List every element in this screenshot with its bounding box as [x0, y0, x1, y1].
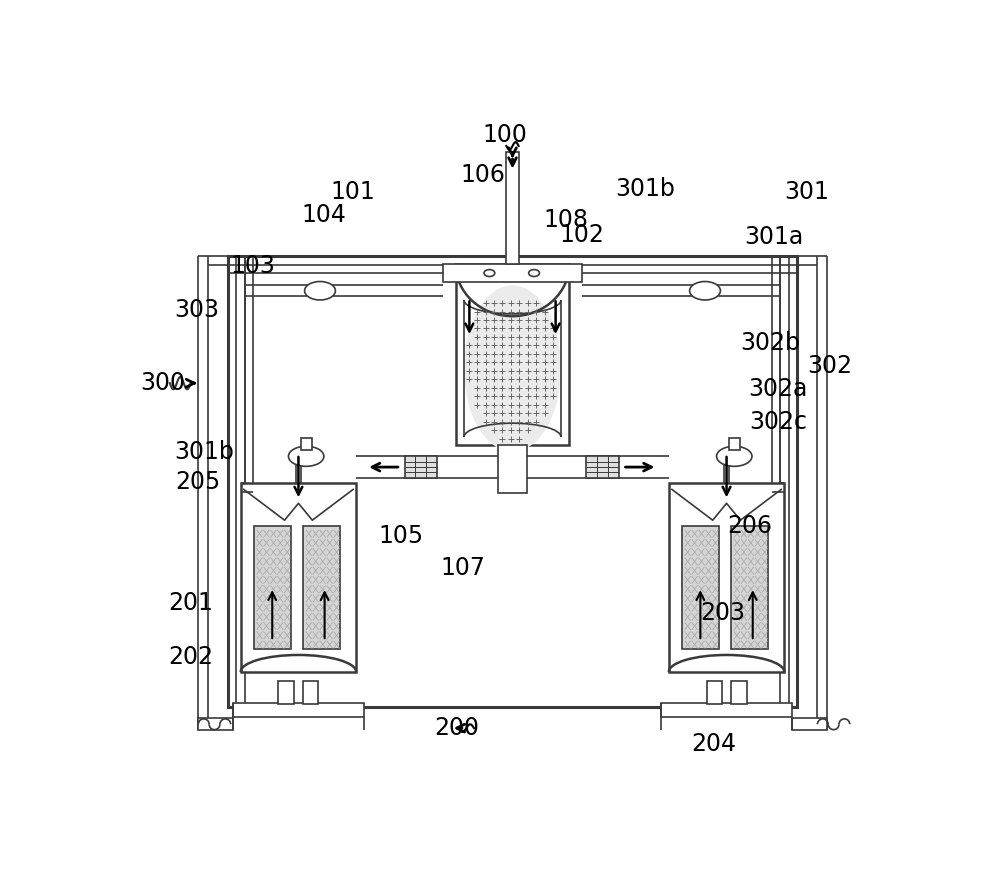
- Ellipse shape: [717, 446, 752, 466]
- Text: 303: 303: [174, 298, 219, 322]
- Bar: [303, 681, 318, 705]
- Text: 107: 107: [440, 556, 485, 580]
- Bar: [405, 457, 437, 478]
- Ellipse shape: [305, 282, 335, 300]
- Text: 108: 108: [544, 208, 589, 232]
- Bar: [278, 681, 294, 705]
- Text: 301b: 301b: [615, 177, 675, 201]
- Text: 302c: 302c: [749, 410, 807, 434]
- Text: 104: 104: [301, 203, 346, 227]
- Bar: [669, 483, 784, 672]
- Text: 203: 203: [700, 600, 745, 624]
- Bar: [254, 525, 291, 649]
- Text: 106: 106: [461, 163, 506, 187]
- Text: 301: 301: [784, 180, 829, 204]
- Bar: [729, 438, 740, 450]
- Text: 205: 205: [176, 470, 221, 494]
- Text: 206: 206: [727, 514, 772, 538]
- Text: 301a: 301a: [745, 225, 804, 249]
- Bar: [506, 152, 519, 264]
- Text: 100: 100: [482, 124, 527, 147]
- Text: 101: 101: [330, 180, 375, 204]
- Text: 202: 202: [168, 645, 213, 668]
- Text: 201: 201: [168, 591, 213, 615]
- Bar: [301, 438, 312, 450]
- Bar: [731, 525, 768, 649]
- Bar: [303, 525, 340, 649]
- Bar: [233, 703, 364, 717]
- Ellipse shape: [529, 269, 539, 276]
- Bar: [443, 264, 582, 283]
- Bar: [707, 681, 722, 705]
- Ellipse shape: [690, 282, 720, 300]
- Bar: [241, 483, 356, 672]
- Ellipse shape: [288, 446, 324, 466]
- Bar: [682, 525, 719, 649]
- Text: 103: 103: [231, 254, 275, 278]
- Text: 302a: 302a: [748, 377, 808, 401]
- Text: 204: 204: [692, 731, 737, 756]
- Bar: [661, 703, 792, 717]
- Text: 200: 200: [435, 716, 480, 740]
- Ellipse shape: [464, 285, 561, 452]
- Text: 300: 300: [140, 371, 185, 396]
- Text: 301b: 301b: [175, 441, 234, 464]
- Ellipse shape: [484, 269, 495, 276]
- Bar: [198, 718, 233, 730]
- Bar: [456, 264, 569, 445]
- Bar: [498, 445, 527, 493]
- Text: 302: 302: [807, 354, 852, 378]
- Bar: [792, 718, 827, 730]
- Text: 105: 105: [378, 524, 423, 547]
- Bar: [228, 256, 797, 706]
- Bar: [586, 457, 619, 478]
- Bar: [731, 681, 747, 705]
- Text: 102: 102: [559, 223, 604, 247]
- Text: 302b: 302b: [740, 331, 800, 355]
